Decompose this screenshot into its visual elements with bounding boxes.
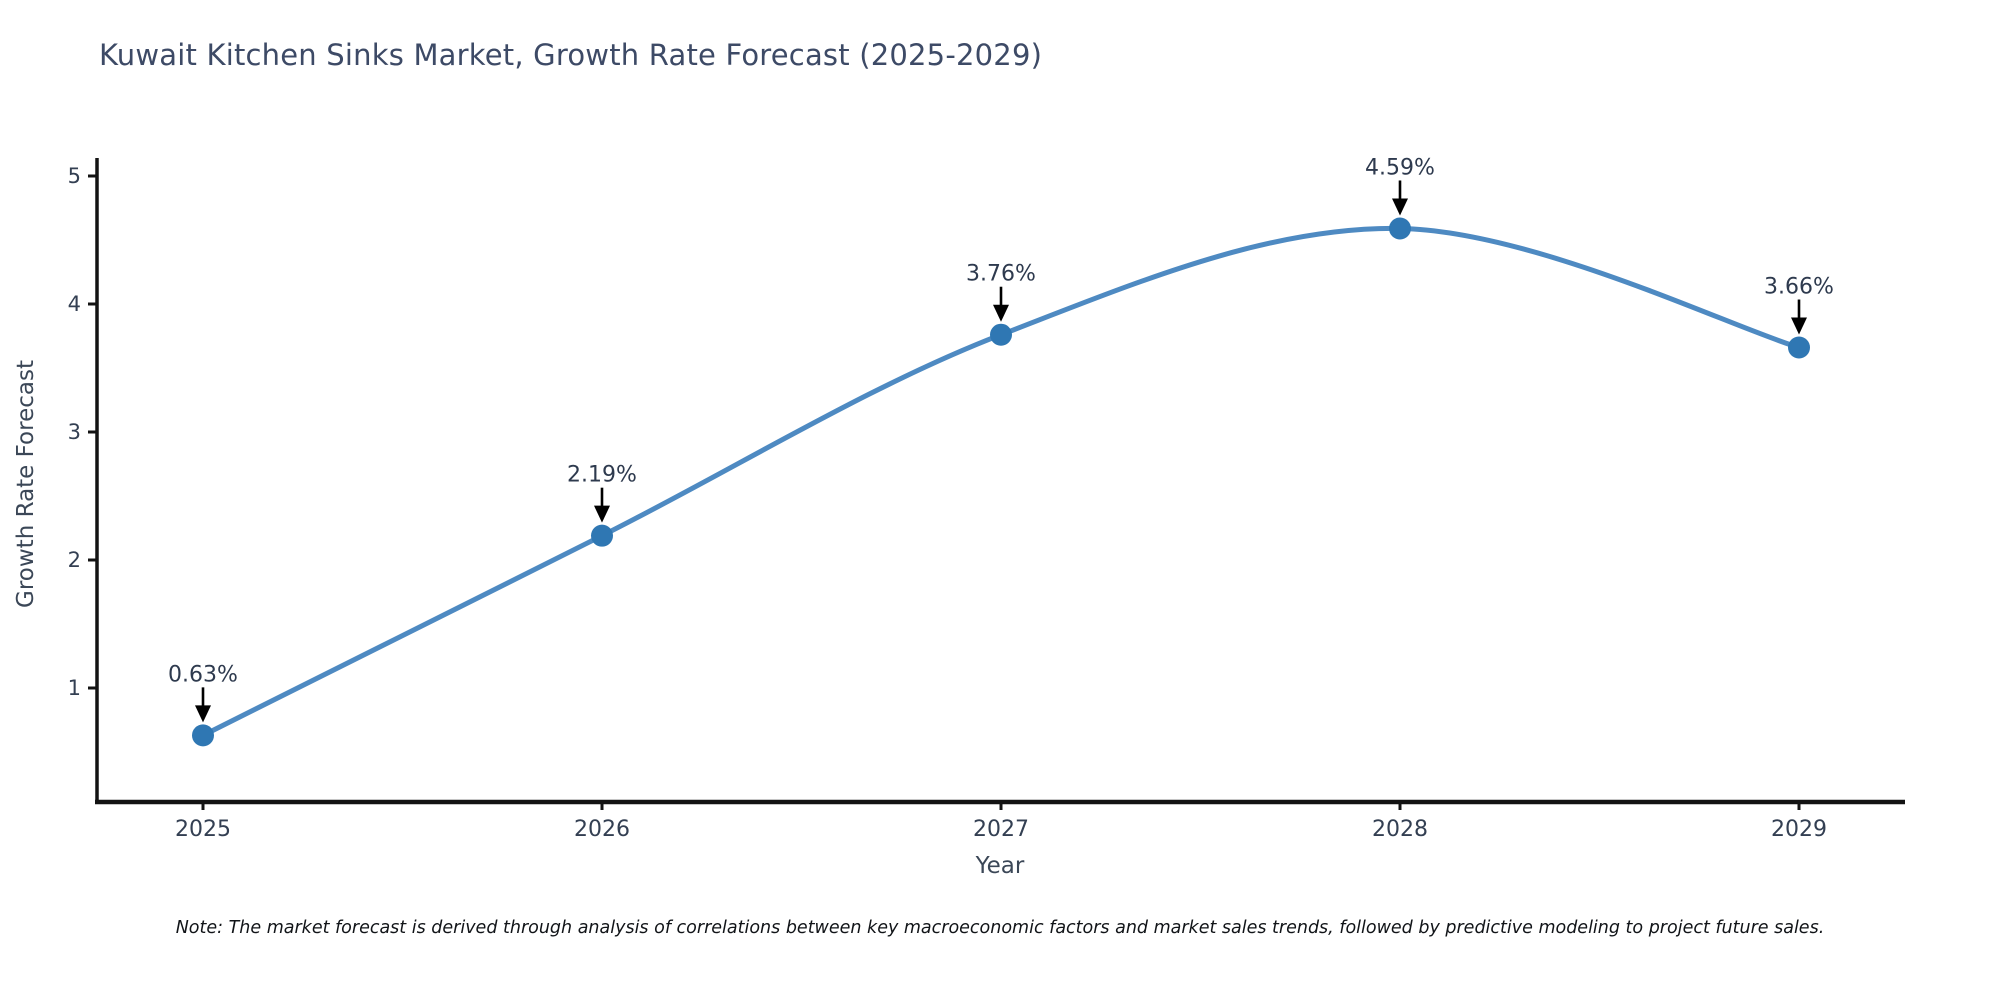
x-tick-label: 2025 (175, 817, 231, 842)
annotation-arrow-head (993, 304, 1009, 322)
y-tick-label: 2 (68, 548, 81, 572)
data-point-label: 0.63% (168, 662, 238, 687)
x-tick-label: 2028 (1372, 817, 1428, 842)
y-tick-label: 5 (68, 164, 81, 188)
data-point-marker (192, 724, 214, 747)
annotation-arrow-head (1791, 317, 1807, 335)
annotation-arrow-head (1392, 198, 1408, 216)
annotation-arrow-head (594, 505, 610, 523)
footnote: Note: The market forecast is derived thr… (175, 918, 1825, 938)
data-point-marker (1788, 336, 1810, 359)
data-point-marker (990, 323, 1012, 346)
data-point-label: 4.59% (1365, 155, 1435, 180)
y-tick-label: 1 (68, 676, 81, 700)
x-tick-label: 2026 (574, 817, 630, 842)
data-point-label: 3.76% (966, 262, 1036, 287)
data-point-marker (1389, 217, 1411, 240)
y-tick-label: 3 (68, 420, 81, 444)
x-axis-title: Year (0, 853, 2000, 879)
x-tick-label: 2027 (973, 817, 1029, 842)
annotation-arrow-head (195, 705, 211, 723)
x-tick-label: 2029 (1771, 817, 1827, 842)
chart-title: Kuwait Kitchen Sinks Market, Growth Rate… (99, 38, 1043, 72)
y-tick-label: 4 (68, 292, 81, 316)
data-point-label: 2.19% (567, 463, 637, 488)
x-axis-title-text: Year (975, 853, 1025, 879)
data-point-label: 3.66% (1764, 275, 1834, 300)
data-point-marker (591, 524, 613, 547)
